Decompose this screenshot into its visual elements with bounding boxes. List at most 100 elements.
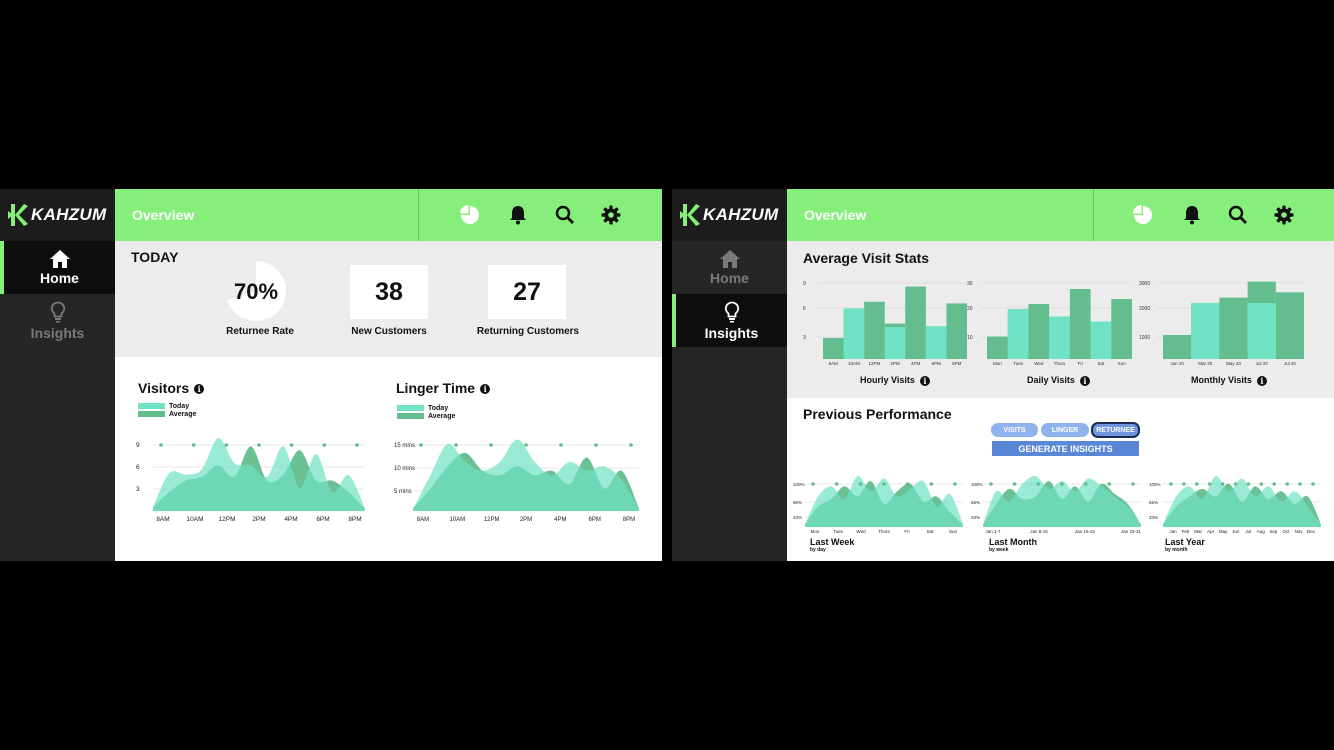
home-icon	[719, 249, 740, 268]
new-customers-value: 38	[350, 265, 428, 319]
today-heading: TODAY	[131, 249, 179, 265]
bar-average	[905, 286, 926, 359]
last-week-label: Last Week	[810, 537, 855, 547]
x-tick-label: Jan 20	[1170, 361, 1184, 366]
marker-dot	[1131, 482, 1135, 486]
marker-dot	[1233, 482, 1238, 486]
generate-insights-button[interactable]: GENERATE INSIGHTS	[992, 441, 1139, 456]
x-tick-label: 8AM	[829, 361, 839, 366]
chip-linger[interactable]: LINGER	[1041, 423, 1089, 437]
pie-chart-icon[interactable]	[1132, 204, 1154, 226]
x-tick-label: Mar 20	[1198, 361, 1213, 366]
legend-average-label: Average	[169, 410, 197, 418]
y-tick-label: 6	[803, 306, 806, 312]
marker-dot	[1195, 482, 1199, 486]
x-tick-label: Dec	[1307, 529, 1316, 534]
topbar-divider	[418, 189, 419, 241]
chip-visits[interactable]: VISITS	[991, 423, 1038, 437]
x-tick-label: Wed	[1034, 361, 1044, 366]
pie-chart-icon[interactable]	[459, 204, 481, 226]
marker-dot	[1207, 482, 1212, 486]
x-tick-label: May	[1219, 529, 1228, 534]
y-tick-label: 100%	[793, 482, 805, 487]
x-tick-label: 10AM	[187, 516, 204, 523]
x-tick-label: Oct	[1282, 529, 1290, 534]
lightbulb-icon	[724, 301, 739, 322]
marker-dot	[1259, 482, 1264, 486]
x-tick-label: 12PM	[219, 516, 236, 523]
last-year-chart: 33% 66% 100% Jan Feb Mar Apr May Jun Jul Aug Sep Oct…	[1149, 476, 1321, 534]
gear-icon[interactable]	[1273, 204, 1295, 226]
average-visit-title: Average Visit Stats	[803, 250, 930, 266]
last-month-chart: 33% 66% 100% Jan 1-7 Jan 8-15 Jan 16-22 Jan 23…	[971, 475, 1142, 534]
x-tick-label: Feb	[1182, 529, 1190, 534]
x-tick-label: Sat	[927, 529, 935, 534]
returnee-rate-label: Returnee Rate	[226, 326, 294, 337]
bar-average	[823, 337, 844, 359]
hourly-visits-chart: 3 6 9 8AM 10AM 12PM 2PM 4PM 6PM 8PM	[803, 281, 967, 366]
y-tick-label: 1000	[1139, 335, 1150, 341]
search-icon[interactable]	[554, 204, 576, 226]
x-tick-label: 6PM	[932, 361, 942, 366]
bar-average	[1069, 289, 1091, 359]
bar-today	[1247, 303, 1276, 359]
linger-legend: Today Average	[397, 404, 455, 420]
sidebar: Home Insights	[0, 241, 120, 561]
nav-item-insights[interactable]: Insights	[672, 294, 792, 347]
page-title: Overview	[132, 207, 195, 223]
bar-average	[1275, 292, 1304, 359]
y-tick-label: 9	[803, 281, 806, 287]
y-tick-label: 15 mins	[394, 443, 415, 449]
info-icon[interactable]: i	[194, 384, 205, 395]
x-tick-label: 2PM	[890, 361, 900, 366]
info-icon[interactable]: i	[1079, 375, 1090, 386]
nav-item-insights[interactable]: Insights	[0, 294, 115, 347]
returning-customers-label: Returning Customers	[476, 326, 580, 337]
visitors-legend: Today Average	[138, 402, 196, 418]
series-today-area	[413, 439, 639, 511]
nav-item-home[interactable]: Home	[0, 241, 120, 294]
info-icon[interactable]: i	[480, 384, 491, 395]
marker-dot	[289, 443, 294, 447]
hourly-visits-caption: Hourly Visits i	[860, 375, 930, 386]
x-tick-label: 12PM	[484, 517, 500, 523]
bar-today	[1049, 316, 1070, 359]
x-tick-label: Jan 8-15	[1030, 529, 1048, 534]
y-tick-label: 33%	[1149, 515, 1158, 520]
previous-performance-title: Previous Performance	[803, 406, 952, 422]
search-icon[interactable]	[1227, 204, 1249, 226]
y-tick-label: 3000	[1139, 281, 1150, 287]
bar-average	[864, 301, 885, 359]
marker-dot	[419, 443, 423, 447]
series-today-area	[983, 475, 1141, 527]
home-icon	[49, 249, 70, 268]
y-tick-label: 66%	[793, 500, 802, 505]
home-main: TODAY 70% Returnee Rate 38 New Customers…	[115, 241, 662, 561]
y-tick-label: 100%	[971, 482, 983, 487]
nav-item-home[interactable]: Home	[672, 241, 787, 294]
monthly-visits-chart: 1000 2000 3000 Jan 20 Mar 20 May 20 Jul 20 Jul …	[1139, 281, 1304, 366]
info-icon[interactable]: i	[1256, 375, 1267, 386]
x-tick-label: Jan 23-31	[1121, 529, 1142, 534]
x-tick-label: Thurs	[878, 529, 890, 534]
info-icon[interactable]: i	[919, 375, 930, 386]
x-tick-label: 10AM	[449, 517, 465, 523]
gear-icon[interactable]	[600, 204, 622, 226]
y-tick-label: 3	[136, 486, 140, 493]
x-tick-label: 8PM	[952, 361, 962, 366]
bell-icon[interactable]	[507, 204, 529, 226]
series-today-area	[153, 438, 365, 511]
monthly-visits-label: Monthly Visits	[1191, 375, 1252, 385]
marker-dot	[1060, 482, 1064, 486]
kahzum-logo-icon	[680, 204, 700, 226]
marker-dot	[454, 443, 458, 447]
nav-insights-label: Insights	[30, 324, 85, 341]
last-year-caption: Last Year by month	[1165, 537, 1205, 553]
x-tick-label: Jan 1-7	[985, 529, 1001, 534]
bell-icon[interactable]	[1181, 204, 1203, 226]
y-tick-label: 5 mins	[394, 489, 412, 495]
chip-returnee[interactable]: RETURNEE	[1091, 422, 1140, 438]
bar-average	[946, 303, 967, 359]
marker-dot	[1182, 482, 1186, 486]
x-tick-label: Jul 20	[1256, 361, 1269, 366]
